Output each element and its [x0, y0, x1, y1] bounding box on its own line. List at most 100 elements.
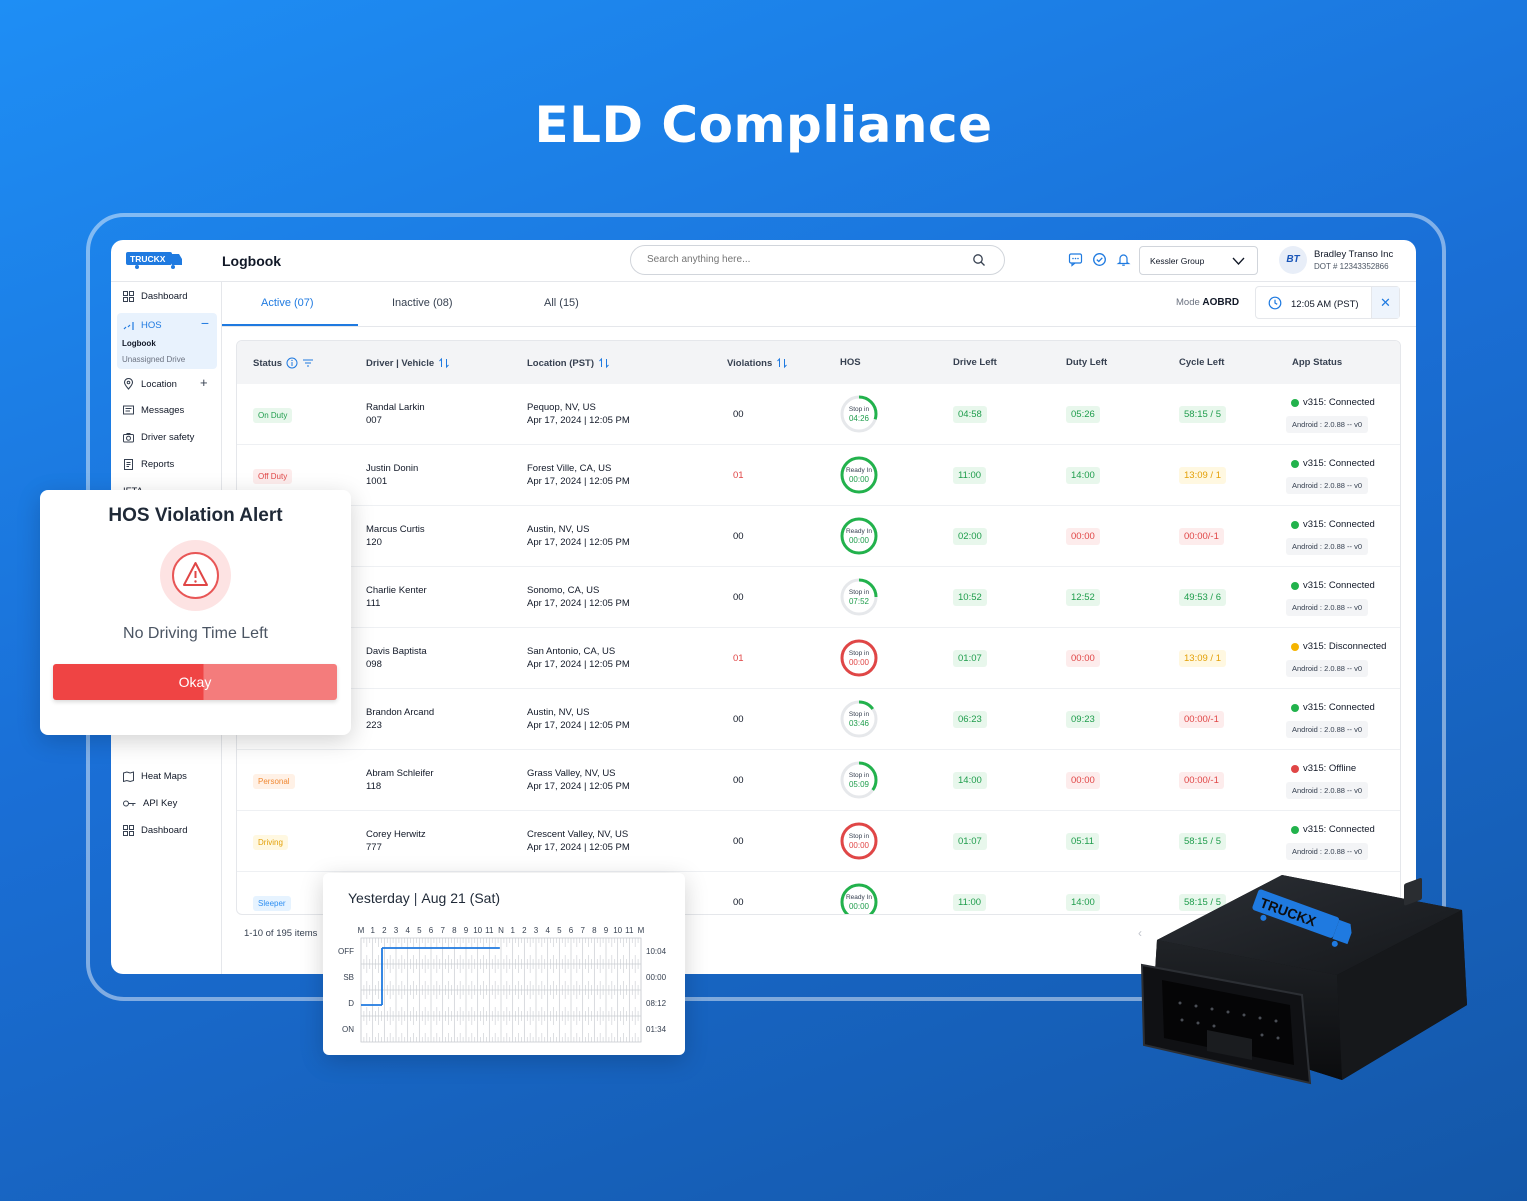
violations-count: 00 [733, 714, 744, 725]
status-dot [1291, 642, 1299, 651]
hour-label: 1 [510, 926, 515, 935]
location-pin-icon [123, 378, 134, 390]
mode-value: AOBRD [1202, 297, 1240, 308]
drive-left-value: 11:00 [953, 467, 987, 484]
sidebar-subitem-logbook[interactable]: Logbook [122, 339, 156, 348]
driver-name[interactable]: Abram Schleifer [366, 768, 434, 779]
cycle-left-value: 13:09 / 1 [1179, 650, 1226, 667]
table-row[interactable]: Sleeper 00 Ready In 00:00 11:00 14:00 58:15 / … [237, 872, 1400, 914]
search-icon[interactable] [972, 253, 986, 267]
driver-name[interactable]: Brandon Arcand [366, 707, 435, 718]
sort-icon[interactable] [598, 357, 610, 369]
table-row[interactable]: Brandon Arcand 223 Austin, NV, US Apr 17, 2… [237, 689, 1400, 750]
hos-ring: Stop in 00:00 [839, 638, 879, 678]
table-row[interactable]: Marcus Curtis 120 Austin, NV, US Apr 17, 20… [237, 506, 1400, 567]
sidebar-item-dashboard-2[interactable]: Dashboard [123, 825, 187, 836]
search-bar[interactable] [630, 245, 1005, 275]
duty-left-value: 00:00 [1066, 772, 1100, 789]
driver-name[interactable]: Charlie Kenter [366, 585, 427, 596]
table-row[interactable]: Davis Baptista 098 San Antonio, CA, US Apr … [237, 628, 1400, 689]
sidebar-item-dashboard[interactable]: Dashboard [123, 291, 187, 302]
driver-name[interactable]: Marcus Curtis [366, 524, 425, 535]
search-input[interactable] [647, 254, 947, 265]
duty-left-value: 05:11 [1066, 833, 1100, 850]
hos-value: 00:00 [848, 902, 870, 911]
sort-icon[interactable] [438, 357, 450, 369]
violations-count: 00 [733, 409, 744, 420]
hos-ring-progress [840, 456, 878, 494]
info-icon[interactable] [286, 357, 298, 369]
tab-active[interactable]: Active (07) [261, 297, 314, 309]
cycle-left-value: 00:00/-1 [1179, 711, 1224, 728]
hos-ring: Stop in 05:09 [839, 760, 879, 800]
android-version: Android : 2.0.88 -- v0 [1286, 477, 1369, 494]
message-icon[interactable] [1068, 252, 1083, 267]
sidebar-item-label: Dashboard [141, 291, 188, 302]
driver-name[interactable]: Randal Larkin [366, 402, 425, 413]
okay-button[interactable]: Okay [53, 664, 337, 700]
driver-name[interactable]: Davis Baptista [366, 646, 427, 657]
location-time: Apr 17, 2024 | 12:05 PM [527, 598, 630, 609]
time-filter[interactable]: 12:05 AM (PST) ✕ [1255, 286, 1400, 319]
cycle-left-value: 58:15 / 5 [1179, 833, 1226, 850]
bell-icon[interactable] [1116, 252, 1131, 267]
truckx-logo[interactable]: TRUCKX [125, 248, 183, 270]
violations-count: 01 [733, 470, 744, 481]
column-driver-vehicle[interactable]: Driver | Vehicle [366, 357, 450, 369]
table-row[interactable]: Off Duty Justin Donin 1001 Forest Ville, CA… [237, 445, 1400, 506]
driver-name[interactable]: Corey Herwitz [366, 829, 426, 840]
table-row[interactable]: Driving Corey Herwitz 777 Crescent Valley, … [237, 811, 1400, 872]
sidebar-item-api-key[interactable]: API Key [123, 798, 177, 809]
hour-label: M [638, 926, 645, 935]
organization-select[interactable]: Kessler Group [1139, 246, 1258, 275]
column-violations[interactable]: Violations [727, 357, 788, 369]
tab-inactive[interactable]: Inactive (08) [392, 297, 453, 309]
status-badge: Driving [253, 835, 288, 850]
table-row[interactable]: On Duty Randal Larkin 007 Pequop, NV, US Apr… [237, 384, 1400, 445]
verified-icon[interactable] [1092, 252, 1107, 267]
sidebar-subitem-unassigned-drive[interactable]: Unassigned Drive [122, 355, 186, 364]
vehicle-number: 223 [366, 720, 382, 731]
status-badge: Off Duty [253, 469, 293, 484]
tab-all[interactable]: All (15) [544, 297, 579, 309]
key-icon [123, 800, 136, 807]
hos-ring: Ready In 00:00 [839, 455, 879, 495]
avatar[interactable]: BT [1279, 246, 1307, 274]
hour-label: 6 [429, 926, 434, 935]
hos-progress-ring [840, 517, 878, 555]
app-status: v315: Connected [1291, 580, 1375, 591]
column-status[interactable]: Status [253, 357, 314, 369]
sort-icon[interactable] [776, 357, 788, 369]
time-value: 12:05 AM (PST) [1291, 299, 1359, 310]
driver-name[interactable]: Justin Donin [366, 463, 419, 474]
drive-left-value: 14:00 [953, 772, 987, 789]
app-status-text: v315: Disconnected [1303, 641, 1387, 652]
column-location[interactable]: Location (PST) [527, 357, 610, 369]
location-city: Pequop, NV, US [527, 402, 596, 413]
table-row[interactable]: Charlie Kenter 111 Sonomo, CA, US Apr 17, 2… [237, 567, 1400, 628]
add-location-icon[interactable]: + [200, 375, 208, 390]
hos-progress-ring [840, 395, 878, 433]
cycle-left-value: 58:15 / 5 [1179, 894, 1226, 911]
filter-icon[interactable] [302, 358, 314, 368]
drive-left-value: 06:23 [953, 711, 987, 728]
sidebar-item-driver-safety[interactable]: Driver safety [123, 432, 194, 443]
hour-label: 1 [370, 926, 375, 935]
chevron-left-icon[interactable]: ‹ [1138, 926, 1142, 940]
sidebar-item-heat-maps[interactable]: Heat Maps [123, 771, 187, 782]
cycle-left-value: 49:53 / 6 [1179, 589, 1226, 606]
status-dot [1291, 764, 1299, 773]
location-city: Crescent Valley, NV, US [527, 829, 629, 840]
sidebar-item-location[interactable]: Location [123, 378, 177, 390]
sidebar-item-label: HOS [141, 320, 162, 331]
close-icon[interactable]: ✕ [1371, 287, 1399, 318]
table-row[interactable]: Personal Abram Schleifer 118 Grass Valley, … [237, 750, 1400, 811]
collapse-icon[interactable]: − [200, 315, 209, 331]
logbook-table: Status Driver | Vehicle Location (PST) V… [236, 340, 1401, 915]
sidebar-item-hos[interactable]: HOS [123, 320, 162, 331]
app-status: v315: Connected [1291, 702, 1375, 713]
vehicle-number: 098 [366, 659, 382, 670]
sidebar-item-reports[interactable]: Reports [123, 459, 174, 470]
app-status-text: v315: Connected [1303, 519, 1375, 530]
sidebar-item-messages[interactable]: Messages [123, 405, 184, 416]
